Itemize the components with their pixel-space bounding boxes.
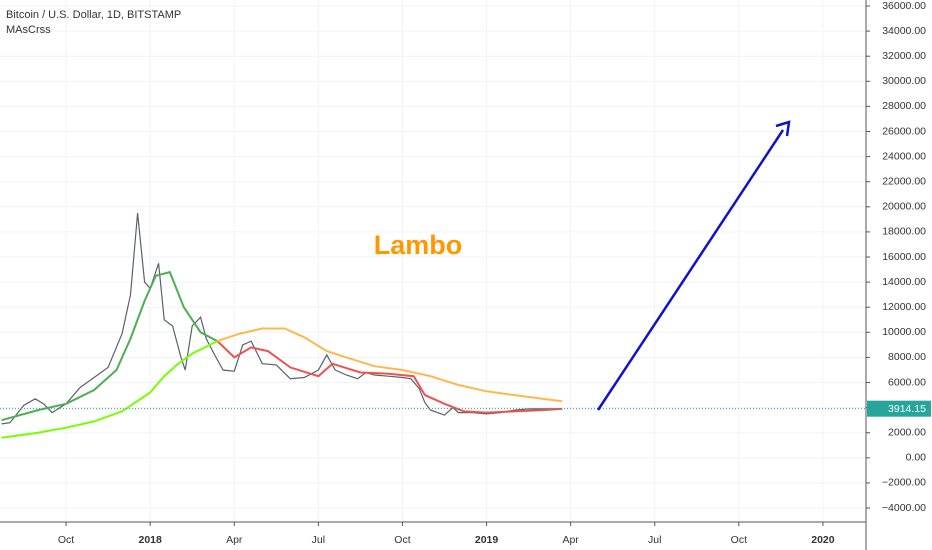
y-tick-label: 2000.00 — [888, 426, 926, 438]
x-tick-label: Apr — [226, 534, 243, 546]
y-tick-label: 28000.00 — [882, 100, 926, 112]
x-tick-label: Apr — [562, 534, 579, 546]
arrow-head — [775, 120, 791, 137]
y-tick-label: 0.00 — [906, 452, 927, 464]
y-tick-label: 32000.00 — [882, 50, 926, 62]
y-tick-label: −2000.00 — [882, 477, 926, 489]
grid — [0, 0, 866, 522]
series-line — [1, 340, 218, 439]
indicator-name: MAsCrss — [6, 24, 51, 36]
last-price-box — [867, 400, 931, 417]
axes: −4000.00−2000.000.002000.004000.006000.0… — [58, 0, 931, 546]
last-price-label: 3914.15 — [888, 403, 926, 415]
series-line — [216, 340, 563, 414]
x-tick-label: Jul — [648, 534, 661, 546]
arrow — [596, 129, 785, 411]
y-tick-label: 18000.00 — [882, 226, 926, 238]
y-tick-label: 24000.00 — [882, 150, 926, 162]
x-tick-label: Oct — [731, 534, 747, 546]
series-line — [1, 270, 218, 422]
x-tick-label: Oct — [394, 534, 410, 546]
x-tick-label: 2020 — [811, 534, 835, 546]
y-tick-label: 14000.00 — [882, 276, 926, 288]
y-tick-label: 16000.00 — [882, 251, 926, 263]
x-tick-label: 2018 — [138, 534, 162, 546]
y-tick-label: 8000.00 — [888, 351, 926, 363]
x-tick-label: Jul — [312, 534, 325, 546]
y-tick-label: 34000.00 — [882, 25, 926, 37]
chart-title: Bitcoin / U.S. Dollar, 1D, BITSTAMP — [6, 9, 181, 21]
y-tick-label: 26000.00 — [882, 125, 926, 137]
y-tick-label: −4000.00 — [882, 502, 926, 514]
y-tick-label: 30000.00 — [882, 75, 926, 87]
y-tick-label: 10000.00 — [882, 326, 926, 338]
y-tick-label: 22000.00 — [882, 175, 926, 187]
y-tick-label: 20000.00 — [882, 201, 926, 213]
annotation: Lambo — [374, 230, 463, 260]
series-line — [217, 327, 563, 403]
series-line — [1, 213, 563, 425]
y-tick-label: 36000.00 — [882, 0, 926, 12]
x-tick-label: Oct — [58, 534, 74, 546]
x-tick-label: 2019 — [475, 534, 499, 546]
plot — [0, 213, 866, 439]
y-tick-label: 12000.00 — [882, 301, 926, 313]
y-tick-label: 6000.00 — [888, 376, 926, 388]
